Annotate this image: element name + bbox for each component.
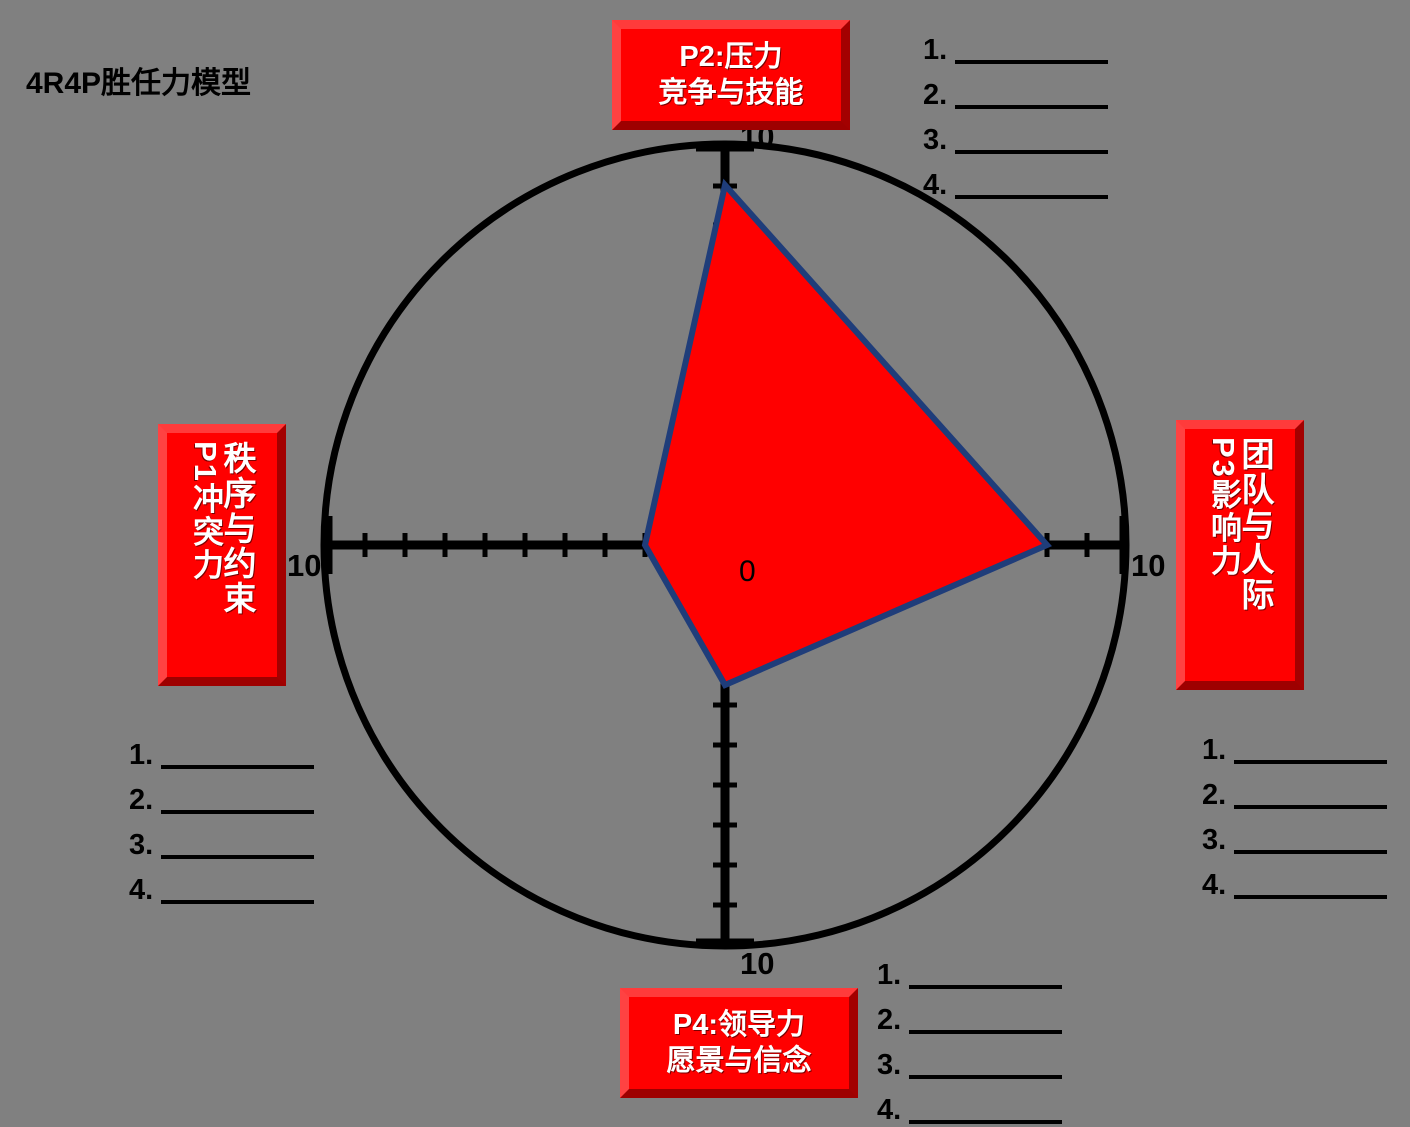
blank-rule[interactable] [909, 1120, 1062, 1124]
blank-row[interactable]: 3. [877, 1037, 1062, 1082]
plaque-p4-line1: P4:领导力 [672, 1008, 806, 1041]
plaque-p4[interactable]: P4:领导力 愿景与信念 [620, 988, 858, 1098]
blank-number: 3. [1202, 824, 1227, 856]
blank-rule[interactable] [1234, 805, 1387, 809]
data-polygon [641, 178, 1053, 689]
plaque-p3[interactable]: P3影响力 团队与人际 [1176, 420, 1304, 690]
blank-row[interactable]: 1. [129, 727, 314, 772]
blank-rule[interactable] [161, 765, 314, 769]
blank-number: 2. [1202, 779, 1227, 811]
blank-rule[interactable] [161, 810, 314, 814]
blank-row[interactable]: 4. [129, 862, 314, 907]
blank-row[interactable]: 4. [923, 157, 1108, 202]
blank-row[interactable]: 4. [1202, 857, 1387, 902]
blank-rule[interactable] [1234, 850, 1387, 854]
blank-number: 1. [129, 739, 154, 771]
blank-rule[interactable] [909, 1075, 1062, 1079]
axis-label-left: 10 [287, 548, 322, 583]
blank-rule[interactable] [909, 985, 1062, 989]
blank-number: 2. [129, 784, 154, 816]
blank-number: 4. [1202, 869, 1227, 901]
plaque-p2-line1: P2:压力 [679, 40, 783, 73]
blank-row[interactable]: 3. [923, 112, 1108, 157]
blank-number: 4. [923, 169, 948, 201]
blank-row[interactable]: 2. [1202, 767, 1387, 812]
axis-label-origin: 0 [739, 555, 756, 588]
blank-list-p2: 1. 2. 3. 4. [923, 22, 1108, 202]
blank-row[interactable]: 2. [877, 992, 1062, 1037]
blank-row[interactable]: 1. [923, 22, 1108, 67]
plaque-p1[interactable]: P1冲突力 秩序与约束 [158, 424, 286, 686]
blank-number: 3. [923, 124, 948, 156]
blank-row[interactable]: 3. [129, 817, 314, 862]
blank-number: 1. [923, 34, 948, 66]
blank-rule[interactable] [161, 855, 314, 859]
blank-number: 1. [877, 959, 902, 991]
blank-number: 4. [877, 1094, 902, 1126]
blank-number: 3. [877, 1049, 902, 1081]
axis-label-bottom: 10 [740, 946, 775, 981]
plaque-p1-col-left: P1冲突力 [188, 441, 223, 582]
plaque-p2[interactable]: P2:压力 竞争与技能 [612, 20, 850, 130]
plaque-p3-col-left: P3影响力 [1206, 437, 1241, 578]
blank-row[interactable]: 2. [923, 67, 1108, 112]
blank-list-p4: 1. 2. 3. 4. [877, 947, 1062, 1127]
blank-rule[interactable] [955, 60, 1108, 64]
axis-label-right: 10 [1131, 548, 1166, 583]
blank-rule[interactable] [955, 105, 1108, 109]
blank-number: 4. [129, 874, 154, 906]
blank-list-p3: 1. 2. 3. 4. [1202, 722, 1387, 902]
blank-rule[interactable] [1234, 895, 1387, 899]
blank-rule[interactable] [955, 195, 1108, 199]
blank-number: 2. [877, 1004, 902, 1036]
plaque-p2-line2: 竞争与技能 [658, 77, 804, 109]
blank-number: 3. [129, 829, 154, 861]
blank-rule[interactable] [909, 1030, 1062, 1034]
blank-row[interactable]: 4. [877, 1082, 1062, 1127]
plaque-p1-col-right: 秩序与约束 [219, 441, 256, 616]
blank-number: 1. [1202, 734, 1227, 766]
blank-row[interactable]: 2. [129, 772, 314, 817]
plaque-p3-col-right: 团队与人际 [1237, 437, 1274, 612]
blank-rule[interactable] [955, 150, 1108, 154]
blank-row[interactable]: 1. [1202, 722, 1387, 767]
blank-number: 2. [923, 79, 948, 111]
blank-rule[interactable] [161, 900, 314, 904]
page-title: 4R4P胜任力模型 [26, 67, 252, 100]
blank-row[interactable]: 1. [877, 947, 1062, 992]
blank-row[interactable]: 3. [1202, 812, 1387, 857]
blank-list-p1: 1. 2. 3. 4. [129, 727, 314, 907]
blank-rule[interactable] [1234, 760, 1387, 764]
plaque-p4-line2: 愿景与信念 [666, 1045, 812, 1077]
